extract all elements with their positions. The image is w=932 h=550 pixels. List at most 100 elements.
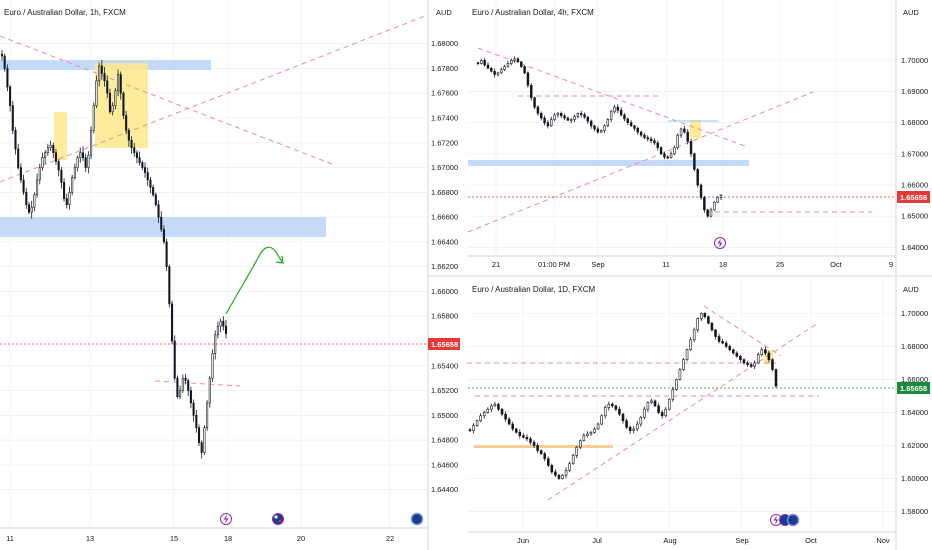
candle-bear [693,153,696,170]
candle-bull [206,402,209,429]
y-tick-label: 1.66800 [431,188,458,197]
candle-bull [87,154,90,168]
candle-bear [742,359,746,364]
candle-bull [756,354,760,364]
y-tick-label: 1.58000 [901,507,928,516]
y-tick-label: 1.67800 [431,64,458,73]
y-tick-label: 1.64400 [431,485,458,494]
candle-bull [550,119,553,127]
candle-bear [3,55,6,69]
chart-panel-4h[interactable]: Euro / Australian Dollar, 4h, FXCM AUD 1… [467,0,930,275]
candle-bull [639,417,643,425]
chart-title-1d: Euro / Australian Dollar, 1D, FXCM [472,285,595,294]
candle-bull [208,377,211,404]
currency-label-4h: AUD [903,8,919,17]
candle-bear [643,134,646,138]
y-tick-label: 1.62000 [901,441,928,450]
candle-bear [543,117,546,123]
candle-bear [579,113,583,115]
australia-flag-icon[interactable] [272,513,284,525]
candle-bear [649,138,653,142]
candle-bear [143,167,147,173]
candle-bear [656,142,659,148]
candle-bear [543,453,546,460]
chart-panel-1d[interactable]: Euro / Australian Dollar, 1D, FXCM AUD 1… [467,276,930,550]
candle-bull [496,72,500,75]
last-price-badge-4h [897,191,930,203]
candles-1d [468,312,778,480]
x-tick-label: 18 [719,260,727,269]
y-tick-label: 1.69000 [901,87,928,96]
event-dot-icon[interactable] [786,513,800,527]
candle-bull [568,463,571,471]
x-tick-label: Sep [735,536,748,545]
demand-zone-blue[interactable] [0,217,326,237]
trendline-up-4h[interactable] [467,91,814,233]
candle-bull [719,195,723,198]
candle-bull [490,405,493,410]
event-icons-group[interactable] [770,513,800,527]
candle-bear [511,423,514,430]
pullback-zone-yellow[interactable] [54,112,67,160]
y-tick-label: 1.65400 [431,361,458,370]
candle-bull [607,403,611,408]
candle-bull [564,469,568,476]
candle-bear [135,152,138,158]
candle-bear [0,53,4,57]
candle-bull [593,428,596,433]
last-price-badge-1d [897,382,930,394]
support-zone-blue-4h[interactable] [468,160,749,166]
trendline-down-1d[interactable] [703,305,782,357]
candle-bear [103,73,106,82]
candle-bull [760,349,764,355]
candle-bear [586,116,590,122]
lightning-icon[interactable] [220,513,232,525]
y-tick-label: 1.66400 [431,237,458,246]
pullback-zone-yellow-4h[interactable] [690,120,701,138]
candle-bear [27,204,31,213]
level-zone-orange[interactable] [474,445,613,448]
candle-bear [721,341,724,344]
candle-bear [663,153,666,158]
candle-bear [717,336,721,342]
x-tick-label: Oct [830,260,843,269]
candle-bull [582,435,586,441]
currency-label-1d: AUD [903,285,919,294]
candle-bear [699,184,703,198]
candle-bull [599,130,603,133]
candle-bear [596,128,600,133]
candle-bear [703,313,707,317]
candle-bear [187,380,190,391]
chart-panel-1h[interactable]: Euro / Australian Dollar, 1h, FXCM AUD 1… [0,0,460,550]
candle-bear [706,209,709,217]
candle-bear [500,408,504,415]
candle-bear [160,216,163,230]
trendline-down-4h[interactable] [477,47,746,147]
candle-bear [497,403,500,410]
candle-bull [667,398,671,410]
x-tick-label: 22 [386,534,394,543]
event-dot-icon[interactable] [410,512,424,526]
y-tick-label: 1.67600 [431,89,458,98]
candle-bear [739,356,742,360]
candle-bull [510,60,513,64]
candle-bear [157,204,160,218]
candle-bear [660,412,664,417]
candle-bear [710,322,714,331]
lightning-icon[interactable] [714,237,726,249]
candle-bull [573,116,576,120]
candle-bear [732,349,735,354]
candle-bear [6,68,9,88]
candle-bull [679,128,683,136]
y-tick-label: 1.67400 [431,114,458,123]
last-price-4h: 1.65658 [900,193,927,202]
candle-bear [54,152,58,162]
candle-bull [556,113,560,116]
candle-bear [516,58,520,63]
candles-4h [476,56,723,218]
candle-bear [703,197,706,211]
y-tick-label: 1.66200 [431,262,458,271]
trendline-up[interactable] [0,15,426,183]
projection-arrow[interactable] [225,246,283,315]
x-tick-label: 11 [6,534,14,543]
